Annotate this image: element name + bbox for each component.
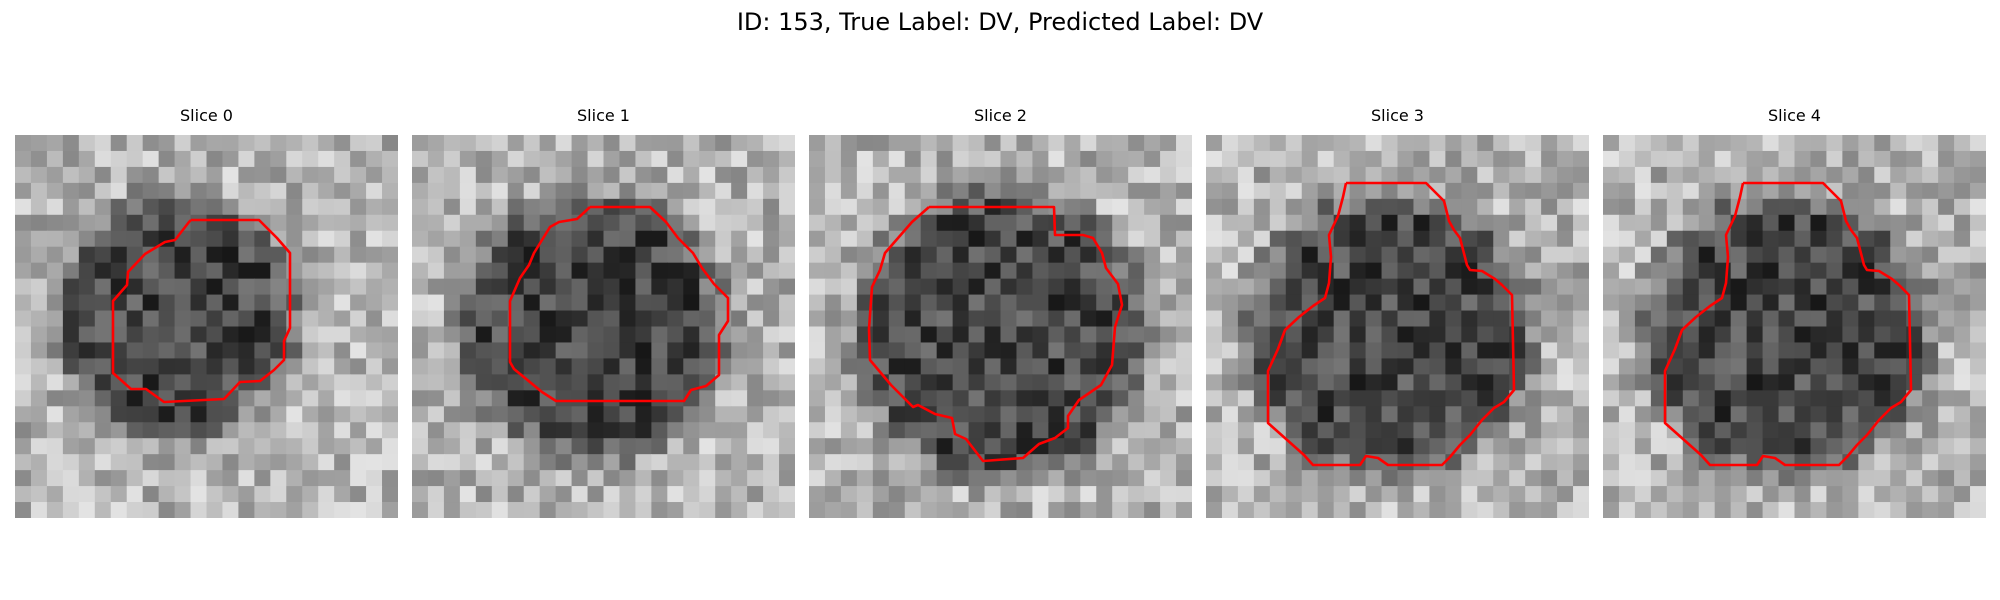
slice-image — [412, 135, 795, 518]
slice-title: Slice 1 — [577, 106, 630, 125]
slice-panel-4: Slice 4 — [1603, 107, 1986, 518]
slice-title: Slice 4 — [1768, 106, 1821, 125]
figure-title: ID: 153, True Label: DV, Predicted Label… — [736, 8, 1264, 36]
segmentation-contour — [111, 218, 292, 404]
slice-title: Slice 2 — [974, 106, 1027, 125]
slice-panel-0: Slice 0 — [15, 107, 398, 518]
pixel-grid — [1603, 135, 1986, 518]
slice-title: Slice 3 — [1371, 106, 1424, 125]
slice-image — [1206, 135, 1589, 518]
slice-panel-2: Slice 2 — [809, 107, 1192, 518]
slice-image — [809, 135, 1192, 518]
slice-panel-1: Slice 1 — [412, 107, 795, 518]
pixel-grid — [412, 135, 795, 518]
slice-title: Slice 0 — [180, 106, 233, 125]
pixel-grid — [15, 135, 398, 518]
pixel-grid — [1206, 135, 1589, 518]
segmentation-contour — [1663, 181, 1913, 467]
slice-image — [1603, 135, 1986, 518]
segmentation-contour — [867, 205, 1124, 463]
pixel-grid — [809, 135, 1192, 518]
segmentation-contour — [1266, 181, 1516, 467]
slice-panel-3: Slice 3 — [1206, 107, 1589, 518]
segmentation-contour — [508, 205, 730, 403]
slice-image — [15, 135, 398, 518]
